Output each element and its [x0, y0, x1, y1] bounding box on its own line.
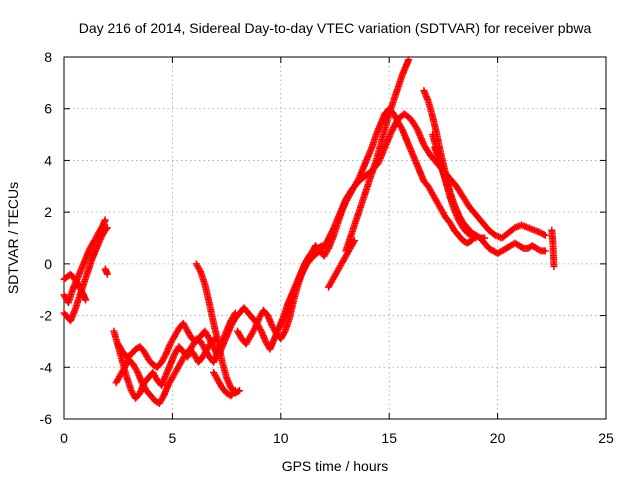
plot-frame — [63, 56, 607, 420]
x-axis-label: GPS time / hours — [282, 458, 389, 474]
series-arc-9 — [210, 368, 239, 400]
data-point — [101, 216, 109, 224]
series-arc-12 — [342, 56, 413, 255]
chart-title: Day 216 of 2014, Sidereal Day-to-day VTE… — [79, 20, 592, 36]
series-arc-13 — [324, 237, 359, 291]
data-point — [103, 224, 111, 232]
x-tick-label: 10 — [273, 430, 289, 446]
data-point — [540, 231, 548, 239]
data-point — [231, 387, 239, 395]
series-arc-3 — [60, 270, 90, 304]
data-point — [280, 329, 288, 337]
y-tick-label: 8 — [44, 49, 52, 65]
data-point — [82, 296, 90, 304]
x-tick-label: 25 — [598, 430, 614, 446]
data-point — [550, 262, 558, 270]
y-tick-label: 6 — [44, 101, 52, 117]
series-arc-10 — [233, 105, 549, 348]
y-tick-label: -2 — [40, 308, 53, 324]
series-arc-17 — [548, 226, 558, 270]
data-point — [481, 234, 489, 242]
x-tick-label: 0 — [60, 430, 68, 446]
data-point — [102, 225, 110, 233]
y-tick-label: 0 — [44, 256, 52, 272]
series-arc-4 — [101, 265, 111, 278]
data-point — [103, 270, 111, 278]
y-axis-label: SDTVAR / TECUs — [5, 182, 21, 294]
axis-ticks: 0 5 10 15 20 25 -6 -4 -2 0 2 4 6 8 — [40, 49, 614, 446]
data-point — [405, 56, 413, 64]
data-point — [541, 247, 549, 255]
data-point — [350, 238, 358, 246]
data-point — [541, 231, 549, 239]
y-tick-label: -4 — [40, 359, 53, 375]
x-tick-label: 20 — [490, 430, 506, 446]
series-arc-16 — [431, 144, 456, 206]
series-arc-11 — [277, 110, 549, 330]
data-point — [351, 237, 359, 245]
y-tick-label: -6 — [40, 411, 53, 427]
data-point — [470, 233, 478, 241]
data-point — [196, 266, 204, 274]
x-tick-label: 15 — [381, 430, 397, 446]
data-point — [448, 198, 456, 206]
data-point — [472, 234, 480, 242]
data-point — [230, 388, 238, 396]
x-tick-label: 5 — [169, 430, 177, 446]
y-tick-label: 2 — [44, 204, 52, 220]
y-tick-label: 4 — [44, 152, 52, 168]
data-marks — [60, 56, 558, 407]
